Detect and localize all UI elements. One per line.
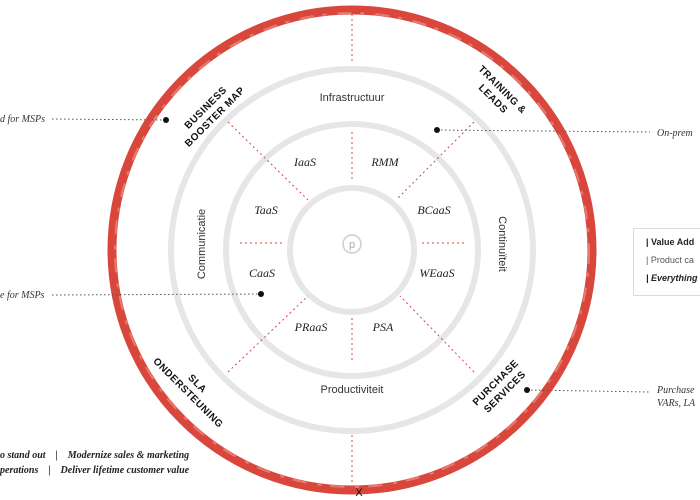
callout-text-mid-left: e for MSPs xyxy=(0,290,45,301)
divider-nw xyxy=(227,121,309,201)
callout-text-bottom-right-1: Purchase xyxy=(656,385,695,396)
label-rmm: RMM xyxy=(370,155,399,169)
divider-sw xyxy=(227,295,309,373)
product-catalog-line: | Product ca xyxy=(646,255,694,265)
callout-dot-top-left xyxy=(163,117,169,123)
value-add-box: | Value Add | Product ca | Everything xyxy=(633,228,700,296)
label-praas: PRaaS xyxy=(294,320,328,334)
label-communicatie: Communicatie xyxy=(196,209,208,279)
middle-ring-outer xyxy=(168,66,536,434)
outer-red-ring-texture xyxy=(114,12,590,488)
label-infrastructuur: Infrastructuur xyxy=(320,92,385,104)
label-continuiteit: Continuïteit xyxy=(496,216,508,272)
callout-line-top-right xyxy=(436,129,651,133)
center-logo-letter: p xyxy=(349,239,355,251)
bottom-text-line-2: perations | Deliver lifetime customer va… xyxy=(0,465,190,476)
callout-text-bottom-right-2: VARs, LA xyxy=(657,398,696,409)
outer-red-ring xyxy=(107,5,597,495)
bottom-text-line-1: o stand out | Modernize sales & marketin… xyxy=(0,450,190,461)
callout-line-mid-left xyxy=(51,293,262,296)
callout-text-top-left: d for MSPs xyxy=(0,114,45,125)
callouts xyxy=(51,118,651,393)
callout-line-bottom-right xyxy=(526,389,651,393)
value-add-line: | Value Add xyxy=(646,237,695,247)
label-weaas: WEaaS xyxy=(419,266,454,280)
label-productiviteit: Productiviteit xyxy=(321,384,384,396)
callout-line-top-left xyxy=(51,118,167,121)
callout-dot-top-right xyxy=(434,127,440,133)
bottom-marker: X xyxy=(355,487,363,499)
label-bcaas: BCaaS xyxy=(417,203,450,217)
middle-ring-inner xyxy=(223,121,481,379)
everything-line: | Everything xyxy=(646,273,698,283)
center-logo-icon xyxy=(342,234,362,254)
label-caas: CaaS xyxy=(249,266,275,280)
label-iaas: IaaS xyxy=(293,155,316,169)
callout-dot-bottom-right xyxy=(524,387,530,393)
callout-dot-mid-left xyxy=(258,291,264,297)
divider-lines xyxy=(227,14,475,484)
callout-text-top-right: On-prem xyxy=(657,128,693,139)
label-taas: TaaS xyxy=(254,203,278,217)
label-psa: PSA xyxy=(372,320,394,334)
inner-ring xyxy=(287,185,417,315)
